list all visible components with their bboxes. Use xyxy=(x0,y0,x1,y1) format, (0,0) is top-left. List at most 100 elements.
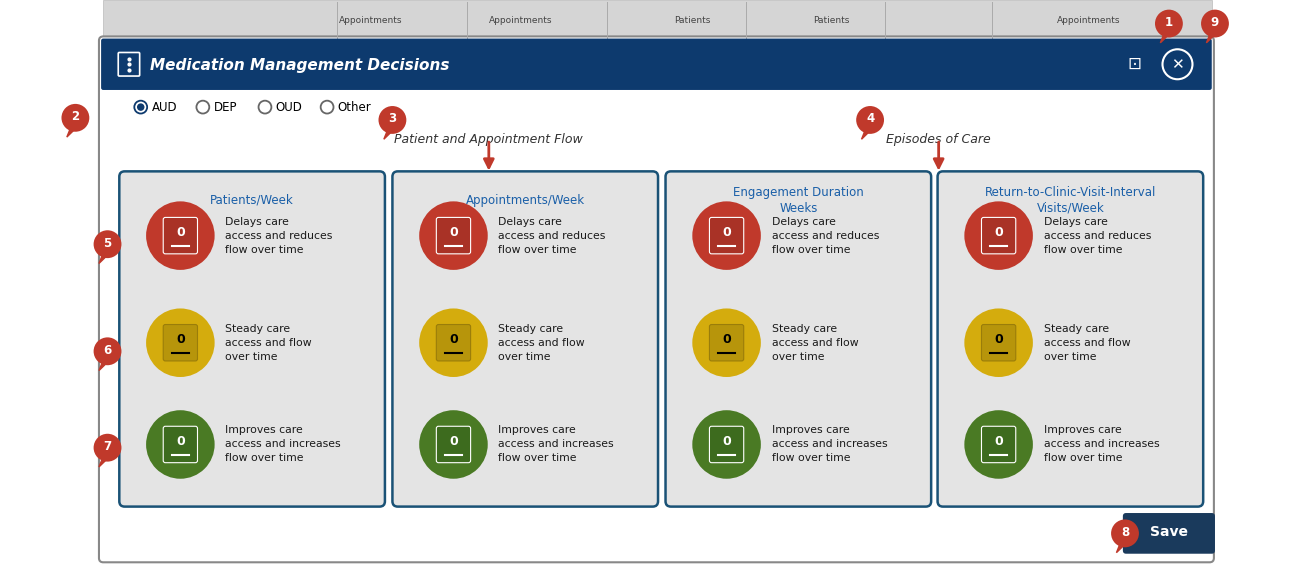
FancyBboxPatch shape xyxy=(981,324,1015,361)
Polygon shape xyxy=(1160,28,1176,43)
FancyBboxPatch shape xyxy=(981,217,1015,254)
Text: Appointments/Week: Appointments/Week xyxy=(466,194,585,207)
Text: Improves care
access and increases
flow over time: Improves care access and increases flow … xyxy=(498,426,614,464)
Circle shape xyxy=(146,308,214,377)
Text: 0: 0 xyxy=(176,435,184,448)
Text: 5: 5 xyxy=(104,237,112,250)
Circle shape xyxy=(134,101,147,113)
Text: Improves care
access and increases
flow over time: Improves care access and increases flow … xyxy=(772,426,888,464)
Polygon shape xyxy=(99,355,114,371)
Circle shape xyxy=(146,201,214,270)
Circle shape xyxy=(856,106,884,134)
Text: 0: 0 xyxy=(176,333,184,346)
Text: Patient and Appointment Flow: Patient and Appointment Flow xyxy=(394,133,583,146)
FancyBboxPatch shape xyxy=(392,171,658,507)
Text: Patients/Week: Patients/Week xyxy=(210,194,295,207)
Circle shape xyxy=(692,410,761,479)
Text: Return-to-Clinic-Visit-Interval
Visits/Week: Return-to-Clinic-Visit-Interval Visits/W… xyxy=(985,186,1156,215)
Text: Appointments: Appointments xyxy=(489,16,552,25)
Text: OUD: OUD xyxy=(276,101,302,113)
FancyBboxPatch shape xyxy=(437,426,471,462)
Text: 1: 1 xyxy=(1165,16,1173,29)
Text: Delays care
access and reduces
flow over time: Delays care access and reduces flow over… xyxy=(225,217,333,254)
Text: Other: Other xyxy=(338,101,372,113)
FancyBboxPatch shape xyxy=(163,426,197,462)
Text: Steady care
access and flow
over time: Steady care access and flow over time xyxy=(1044,324,1130,362)
Text: 8: 8 xyxy=(1120,526,1130,539)
Polygon shape xyxy=(384,124,400,139)
Circle shape xyxy=(379,106,406,134)
Text: 0: 0 xyxy=(722,435,731,448)
Text: 0: 0 xyxy=(450,333,458,346)
Polygon shape xyxy=(1116,537,1132,552)
Circle shape xyxy=(964,410,1032,479)
Text: 3: 3 xyxy=(388,112,397,125)
Text: Delays care
access and reduces
flow over time: Delays care access and reduces flow over… xyxy=(498,217,606,254)
Text: 0: 0 xyxy=(722,226,731,239)
Bar xyxy=(104,0,1211,41)
Text: Medication Management Decisions: Medication Management Decisions xyxy=(150,58,450,73)
Text: Engagement Duration
Weeks: Engagement Duration Weeks xyxy=(732,186,864,215)
Text: 7: 7 xyxy=(104,440,112,453)
Text: Steady care
access and flow
over time: Steady care access and flow over time xyxy=(498,324,585,362)
FancyBboxPatch shape xyxy=(981,426,1015,462)
FancyBboxPatch shape xyxy=(101,38,1211,90)
Text: Improves care
access and increases
flow over time: Improves care access and increases flow … xyxy=(225,426,341,464)
Circle shape xyxy=(692,201,761,270)
Text: 0: 0 xyxy=(722,333,731,346)
Polygon shape xyxy=(99,248,114,264)
Circle shape xyxy=(146,410,214,479)
Circle shape xyxy=(62,104,89,132)
Text: 0: 0 xyxy=(994,226,1003,239)
Text: AUD: AUD xyxy=(151,101,178,113)
Circle shape xyxy=(321,101,334,113)
Circle shape xyxy=(1201,10,1230,37)
Circle shape xyxy=(692,308,761,377)
Text: Patients: Patients xyxy=(814,16,849,25)
Text: Appointments: Appointments xyxy=(1057,16,1120,25)
FancyBboxPatch shape xyxy=(1123,513,1215,554)
FancyBboxPatch shape xyxy=(710,426,744,462)
FancyBboxPatch shape xyxy=(99,37,1214,562)
Polygon shape xyxy=(99,452,114,467)
Text: 2: 2 xyxy=(71,110,79,123)
FancyBboxPatch shape xyxy=(710,324,744,361)
Text: Appointments: Appointments xyxy=(339,16,402,25)
FancyBboxPatch shape xyxy=(437,324,471,361)
Text: DEP: DEP xyxy=(213,101,237,113)
FancyBboxPatch shape xyxy=(665,171,931,507)
Circle shape xyxy=(964,308,1032,377)
Circle shape xyxy=(964,201,1032,270)
FancyBboxPatch shape xyxy=(163,217,197,254)
Polygon shape xyxy=(1206,28,1222,43)
FancyBboxPatch shape xyxy=(163,324,197,361)
Text: 6: 6 xyxy=(104,344,112,357)
Text: 4: 4 xyxy=(867,112,874,125)
FancyBboxPatch shape xyxy=(710,217,744,254)
Text: 0: 0 xyxy=(994,435,1003,448)
FancyBboxPatch shape xyxy=(120,171,385,507)
Polygon shape xyxy=(861,124,877,139)
Text: ⊡: ⊡ xyxy=(1128,55,1141,73)
Circle shape xyxy=(419,410,488,479)
Text: Steady care
access and flow
over time: Steady care access and flow over time xyxy=(225,324,312,362)
Text: Delays care
access and reduces
flow over time: Delays care access and reduces flow over… xyxy=(772,217,878,254)
Circle shape xyxy=(137,103,145,111)
Text: Episodes of Care: Episodes of Care xyxy=(886,133,992,146)
Text: Patients: Patients xyxy=(675,16,710,25)
Text: 0: 0 xyxy=(450,435,458,448)
Text: Improves care
access and increases
flow over time: Improves care access and increases flow … xyxy=(1044,426,1160,464)
Text: Delays care
access and reduces
flow over time: Delays care access and reduces flow over… xyxy=(1044,217,1151,254)
Polygon shape xyxy=(67,122,83,137)
Circle shape xyxy=(93,434,121,462)
Text: 9: 9 xyxy=(1211,16,1219,29)
Text: Steady care
access and flow
over time: Steady care access and flow over time xyxy=(772,324,859,362)
Text: 0: 0 xyxy=(994,333,1003,346)
Text: 0: 0 xyxy=(450,226,458,239)
Circle shape xyxy=(419,201,488,270)
Text: ✕: ✕ xyxy=(1172,57,1184,72)
Circle shape xyxy=(259,101,271,113)
Circle shape xyxy=(93,230,121,258)
FancyBboxPatch shape xyxy=(938,171,1203,507)
Circle shape xyxy=(419,308,488,377)
